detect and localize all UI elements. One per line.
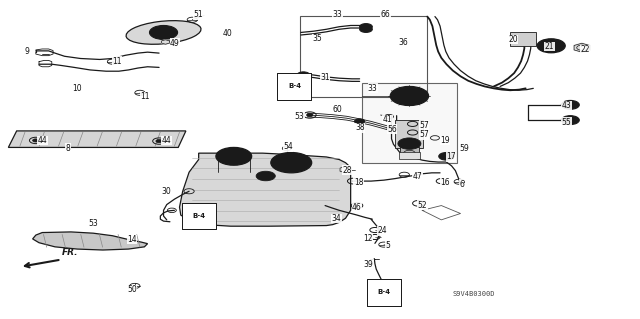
Text: 38: 38 [355,123,365,132]
Text: 31: 31 [320,73,330,82]
Text: 8: 8 [66,144,70,152]
Text: 11: 11 [113,56,122,65]
Text: 54: 54 [283,142,292,151]
Circle shape [398,138,421,149]
Bar [510,33,536,46]
Text: 57: 57 [419,130,429,139]
Text: 44: 44 [162,136,172,145]
Text: B-4: B-4 [378,289,390,295]
Text: 36: 36 [398,38,408,47]
Circle shape [360,26,372,33]
Circle shape [360,24,372,30]
Text: FR.: FR. [61,248,78,257]
Text: S9V4B0300D: S9V4B0300D [452,291,495,297]
Text: 33: 33 [368,84,378,93]
Bar [399,152,420,159]
Text: 66: 66 [381,10,390,19]
Bar [400,147,419,153]
Text: 46: 46 [352,203,362,211]
Text: 51: 51 [193,10,203,19]
Text: 18: 18 [354,178,364,187]
Polygon shape [33,232,148,250]
Text: 14: 14 [127,235,137,244]
Text: 47: 47 [413,172,422,181]
Text: 50: 50 [127,285,137,294]
Bar [362,83,458,163]
Text: 39: 39 [364,260,373,269]
Polygon shape [574,43,589,52]
Text: 22: 22 [580,45,590,54]
Circle shape [439,152,454,160]
Text: 53: 53 [89,219,99,228]
Text: 60: 60 [333,105,342,114]
Polygon shape [340,167,351,173]
Polygon shape [161,40,170,44]
Text: 44: 44 [38,136,47,145]
Text: 52: 52 [418,201,428,210]
Text: +: + [567,100,574,109]
Text: 35: 35 [312,34,322,43]
Text: 55: 55 [561,117,571,127]
Text: 34: 34 [332,214,341,223]
Text: 40: 40 [223,29,233,38]
Polygon shape [8,131,186,147]
Text: 53: 53 [294,112,304,122]
Text: 21: 21 [545,42,554,51]
Circle shape [156,139,163,143]
Text: 59: 59 [460,144,469,153]
Text: +: + [567,115,574,125]
Circle shape [256,171,275,181]
Circle shape [390,86,429,106]
Text: 30: 30 [162,187,172,197]
Circle shape [561,100,579,109]
Text: 5: 5 [385,241,390,250]
Text: 19: 19 [440,136,450,145]
Text: B-4: B-4 [192,213,205,219]
Ellipse shape [126,21,201,44]
Bar [300,16,428,97]
Circle shape [150,26,177,40]
Text: 16: 16 [440,178,450,187]
Circle shape [355,119,365,124]
Text: 24: 24 [378,226,387,235]
Text: 49: 49 [170,39,180,48]
Text: 33: 33 [333,10,342,19]
Bar [396,120,424,148]
Text: 11: 11 [140,92,149,101]
Text: 57: 57 [419,121,429,130]
Circle shape [537,39,565,53]
Polygon shape [179,153,351,226]
Text: 56: 56 [387,124,397,134]
Text: B-4: B-4 [378,289,390,295]
Text: B-4: B-4 [288,84,301,89]
Circle shape [307,114,313,117]
Circle shape [33,139,39,142]
Circle shape [271,152,312,173]
Text: 12: 12 [364,234,373,243]
Text: 10: 10 [72,85,82,93]
Text: 20: 20 [508,35,518,44]
Text: 41: 41 [383,115,392,124]
Text: B-4: B-4 [288,84,301,89]
Text: 9: 9 [25,47,30,56]
Text: B-4: B-4 [192,213,205,219]
Circle shape [216,147,252,165]
Text: 28: 28 [342,166,352,175]
Circle shape [561,116,579,124]
Text: 6: 6 [460,180,464,189]
Circle shape [297,72,310,78]
Text: 43: 43 [561,101,571,110]
Text: 17: 17 [447,152,456,161]
